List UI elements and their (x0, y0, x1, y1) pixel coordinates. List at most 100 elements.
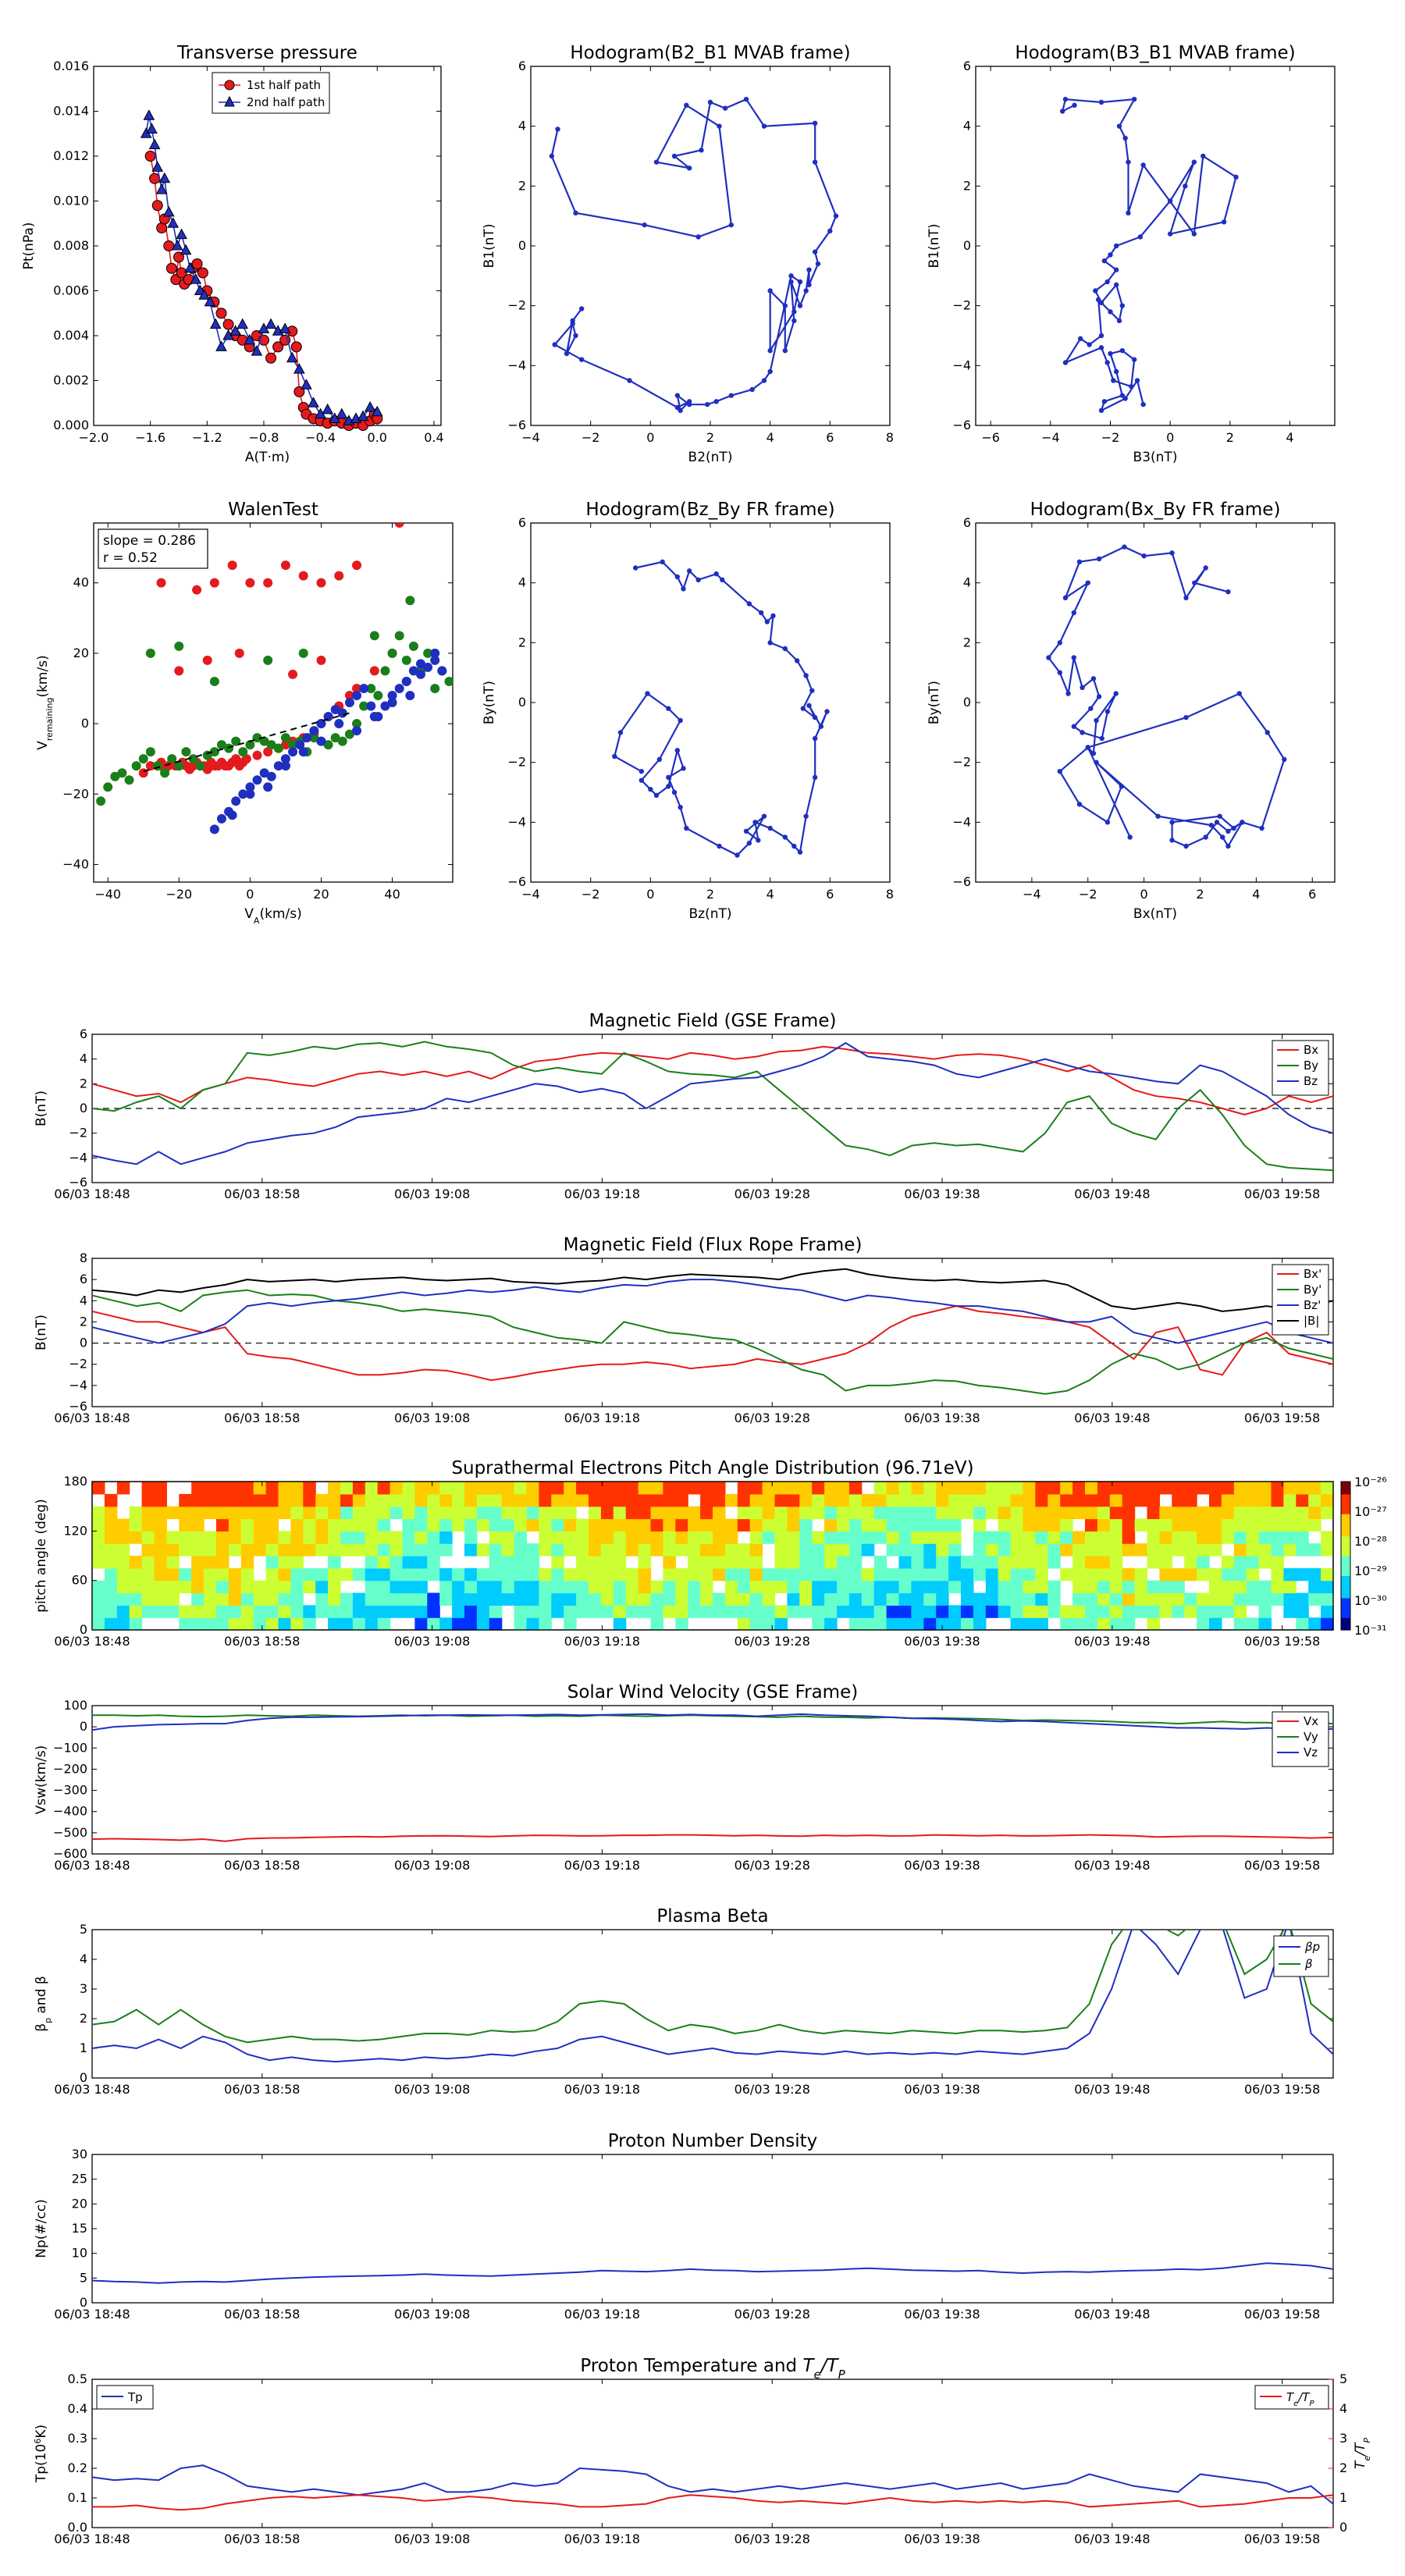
legend: Bx'By'Bz'|B| (1272, 1264, 1329, 1336)
walen-point (124, 775, 134, 785)
heatmap-cell (1172, 1580, 1185, 1594)
colorbar-cell (1341, 1592, 1350, 1596)
y-axis-label-main: Vsw(km/s) (34, 1745, 49, 1815)
y-axis-label-main: B(nT) (34, 1315, 49, 1350)
heatmap-cell (427, 1506, 440, 1520)
heatmap-cell (873, 1592, 887, 1606)
heatmap-cell (724, 1605, 738, 1618)
heatmap-cell (564, 1592, 577, 1606)
heatmap-cell (1147, 1506, 1160, 1520)
heatmap-cell (439, 1592, 453, 1606)
hodogram-point (1225, 589, 1231, 595)
heatmap-cell (352, 1567, 366, 1582)
heatmap-cell (936, 1605, 949, 1618)
heatmap-cell (1023, 1531, 1036, 1544)
heatmap-cell (1072, 1605, 1086, 1618)
heatmap-cell (328, 1617, 341, 1631)
time-tick-label: 06/03 19:08 (394, 1858, 470, 1873)
heatmap-cell (1233, 1518, 1247, 1532)
heatmap-cell (973, 1567, 987, 1582)
x-tick-label: 0 (1166, 430, 1174, 445)
walen-point (352, 560, 362, 571)
heatmap-cell (936, 1580, 949, 1594)
legend-label: Bx' (1304, 1267, 1321, 1281)
heatmap-cell (911, 1482, 924, 1495)
hodogram-point (809, 688, 815, 693)
pressure-point-2nd-half (237, 318, 249, 329)
hodogram-point (1096, 556, 1102, 562)
heatmap-cell (911, 1543, 924, 1557)
hodogram-point (1099, 735, 1104, 742)
heatmap-cell (1283, 1506, 1297, 1520)
heatmap-cell (886, 1543, 900, 1557)
heatmap-cell (638, 1543, 652, 1557)
heatmap-cell (638, 1518, 652, 1532)
heatmap-cell (1085, 1493, 1098, 1507)
heatmap-cell (92, 1531, 105, 1544)
heatmap-cell (625, 1518, 639, 1532)
heatmap-cell (1321, 1617, 1334, 1631)
heatmap-cell (1184, 1531, 1197, 1544)
y-axis-label: Tp(106K) (33, 2425, 50, 2483)
heatmap-cell (377, 1617, 391, 1631)
chart-title: Hodogram(B2_B1 MVAB frame) (570, 43, 850, 63)
heatmap-cell (589, 1531, 602, 1544)
y-axis-label-right-main: T (1353, 2460, 1368, 2469)
panel-ts2: Magnetic Field (Flux Rope Frame)06/03 18… (34, 1235, 1334, 1425)
legend-marker (224, 95, 235, 107)
panel-pt: Transverse pressure−2.0 −1.6 −1.2 −0.8 −0.4 0… (21, 43, 444, 465)
heatmap-cell (663, 1506, 676, 1520)
heatmap-cell (1010, 1605, 1024, 1618)
heatmap-cell (303, 1617, 316, 1631)
heatmap-cell (1147, 1556, 1160, 1569)
heatmap-cell (501, 1567, 515, 1582)
heatmap-cell (216, 1493, 229, 1507)
colorbar-cell (1341, 1607, 1350, 1611)
x-axis-label-main: Bz(nT) (688, 906, 731, 922)
heatmap-cell (675, 1580, 688, 1594)
heatmap-cell (973, 1617, 987, 1631)
walen-point (394, 631, 404, 641)
heatmap-cell (501, 1543, 515, 1557)
hodogram-point (1087, 342, 1092, 347)
colorbar-cell (1341, 1610, 1350, 1614)
heatmap-cell (1233, 1567, 1247, 1582)
heatmap-cell (228, 1506, 242, 1520)
heatmap-cell (303, 1543, 316, 1557)
hodogram-point (1113, 243, 1119, 249)
panel-ts3: Solar Wind Velocity (GSE Frame)06/03 18:… (34, 1682, 1334, 1873)
heatmap-cell (427, 1605, 440, 1618)
heatmap-cell (886, 1518, 900, 1532)
heatmap-cell (700, 1605, 713, 1618)
heatmap-cell (166, 1592, 180, 1606)
heatmap-cell (539, 1617, 552, 1631)
heatmap-cell (452, 1580, 465, 1594)
heatmap-cell (377, 1605, 391, 1618)
heatmap-cell (700, 1518, 713, 1532)
heatmap-cell (526, 1567, 539, 1582)
heatmap-cell (365, 1592, 379, 1606)
hodogram-point (1119, 347, 1126, 354)
walen-point (298, 648, 308, 658)
walen-point (216, 813, 226, 824)
heatmap-cell (439, 1617, 453, 1631)
heatmap-cell (1010, 1617, 1024, 1631)
heatmap-cell (774, 1493, 788, 1507)
series-line (149, 155, 378, 426)
hodogram-point (1046, 655, 1051, 660)
y-tick-label: 6 (963, 515, 971, 530)
heatmap-cell (1209, 1580, 1222, 1594)
heatmap-cell (948, 1482, 962, 1495)
heatmap-cell (278, 1556, 291, 1569)
heatmap-cell (873, 1556, 887, 1569)
legend-label: Tp (127, 2390, 143, 2404)
heatmap-cell (204, 1531, 217, 1544)
heatmap-cell (514, 1531, 528, 1544)
heatmap-cell (799, 1592, 813, 1606)
heatmap-cell (92, 1592, 105, 1606)
walen-point (202, 764, 212, 774)
heatmap-cell (749, 1605, 763, 1618)
series-line-0 (92, 2464, 1333, 2505)
heatmap-cell (414, 1543, 428, 1557)
hodogram-point (1119, 303, 1126, 308)
